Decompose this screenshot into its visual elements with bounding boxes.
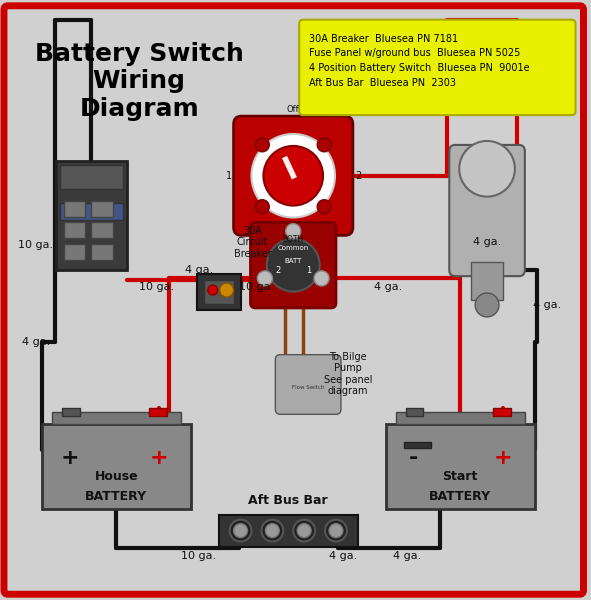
Circle shape	[317, 138, 331, 152]
Circle shape	[285, 224, 301, 239]
FancyBboxPatch shape	[299, 20, 576, 115]
Circle shape	[255, 200, 269, 214]
Text: Start: Start	[443, 470, 478, 483]
Bar	[471, 262, 503, 300]
Circle shape	[297, 524, 311, 538]
Circle shape	[261, 520, 283, 542]
Text: +: +	[150, 448, 168, 468]
Bar	[204, 280, 233, 304]
Text: 10 ga.: 10 ga.	[239, 282, 274, 292]
Text: 10 ga.: 10 ga.	[139, 282, 174, 292]
Circle shape	[314, 271, 329, 286]
Circle shape	[475, 293, 499, 317]
FancyBboxPatch shape	[449, 145, 525, 276]
Text: 1: 1	[226, 171, 232, 181]
FancyBboxPatch shape	[251, 223, 336, 308]
Bar	[219, 515, 358, 547]
Text: 30A
Circuit
Breaker: 30A Circuit Breaker	[233, 226, 271, 259]
Text: BATTERY: BATTERY	[85, 490, 147, 503]
Text: BOTH: BOTH	[282, 235, 304, 244]
Bar	[197, 274, 241, 310]
Bar	[404, 442, 431, 448]
Text: Off: Off	[287, 105, 300, 114]
Circle shape	[329, 524, 343, 538]
Circle shape	[230, 520, 252, 542]
Bar	[92, 223, 113, 238]
Text: Battery Switch
Wiring
Diagram: Battery Switch Wiring Diagram	[35, 41, 243, 121]
Circle shape	[267, 239, 320, 292]
Circle shape	[257, 271, 272, 286]
Text: 4 ga.: 4 ga.	[184, 265, 213, 275]
Text: 4 ga.: 4 ga.	[22, 337, 50, 347]
FancyBboxPatch shape	[4, 6, 583, 594]
Bar	[60, 165, 124, 188]
Bar	[64, 200, 86, 217]
Text: BATTERY: BATTERY	[429, 490, 491, 503]
Bar	[493, 409, 511, 416]
Bar	[56, 161, 127, 270]
FancyBboxPatch shape	[233, 116, 353, 235]
Bar	[42, 424, 191, 509]
Text: 10 ga.: 10 ga.	[18, 241, 53, 250]
Text: +: +	[493, 448, 512, 468]
Circle shape	[233, 524, 248, 538]
Text: 30A Breaker  Bluesea PN 7181
Fuse Panel w/ground bus  Bluesea PN 5025
4 Position: 30A Breaker Bluesea PN 7181 Fuse Panel w…	[309, 34, 530, 88]
Text: 2: 2	[275, 266, 281, 275]
Bar	[64, 244, 86, 260]
Circle shape	[265, 524, 280, 538]
Circle shape	[317, 200, 331, 214]
Circle shape	[325, 520, 347, 542]
Text: 4 ga.: 4 ga.	[473, 238, 501, 247]
Bar	[61, 409, 80, 416]
Circle shape	[459, 141, 515, 197]
Text: 4 ga.: 4 ga.	[394, 551, 421, 562]
Circle shape	[293, 520, 315, 542]
Bar	[60, 203, 124, 220]
Text: To Bilge
Pump
See panel
diagram: To Bilge Pump See panel diagram	[324, 352, 372, 397]
Text: 4 ga.: 4 ga.	[374, 282, 402, 292]
Text: House: House	[95, 470, 138, 483]
Bar	[92, 244, 113, 260]
Bar	[92, 200, 113, 217]
Text: BATT: BATT	[284, 259, 302, 265]
Circle shape	[208, 285, 217, 295]
Text: 1: 1	[306, 266, 311, 275]
Text: -: -	[409, 448, 418, 468]
Circle shape	[252, 134, 335, 217]
Bar	[405, 409, 423, 416]
Bar	[51, 412, 181, 424]
Circle shape	[264, 146, 323, 206]
Text: 10 ga.: 10 ga.	[181, 551, 216, 562]
Circle shape	[220, 283, 233, 297]
FancyBboxPatch shape	[275, 355, 341, 415]
Text: Common: Common	[278, 245, 309, 251]
Text: Flow Switch: Flow Switch	[292, 385, 324, 390]
Circle shape	[255, 138, 269, 152]
Text: 2: 2	[355, 171, 361, 181]
Text: Aft Bus Bar: Aft Bus Bar	[248, 494, 328, 507]
Text: 4 ga.: 4 ga.	[329, 551, 357, 562]
Text: +: +	[60, 448, 79, 468]
Text: 4 ga.: 4 ga.	[532, 300, 561, 310]
Bar	[395, 412, 525, 424]
Bar	[386, 424, 535, 509]
Bar	[64, 223, 86, 238]
Bar	[149, 409, 167, 416]
